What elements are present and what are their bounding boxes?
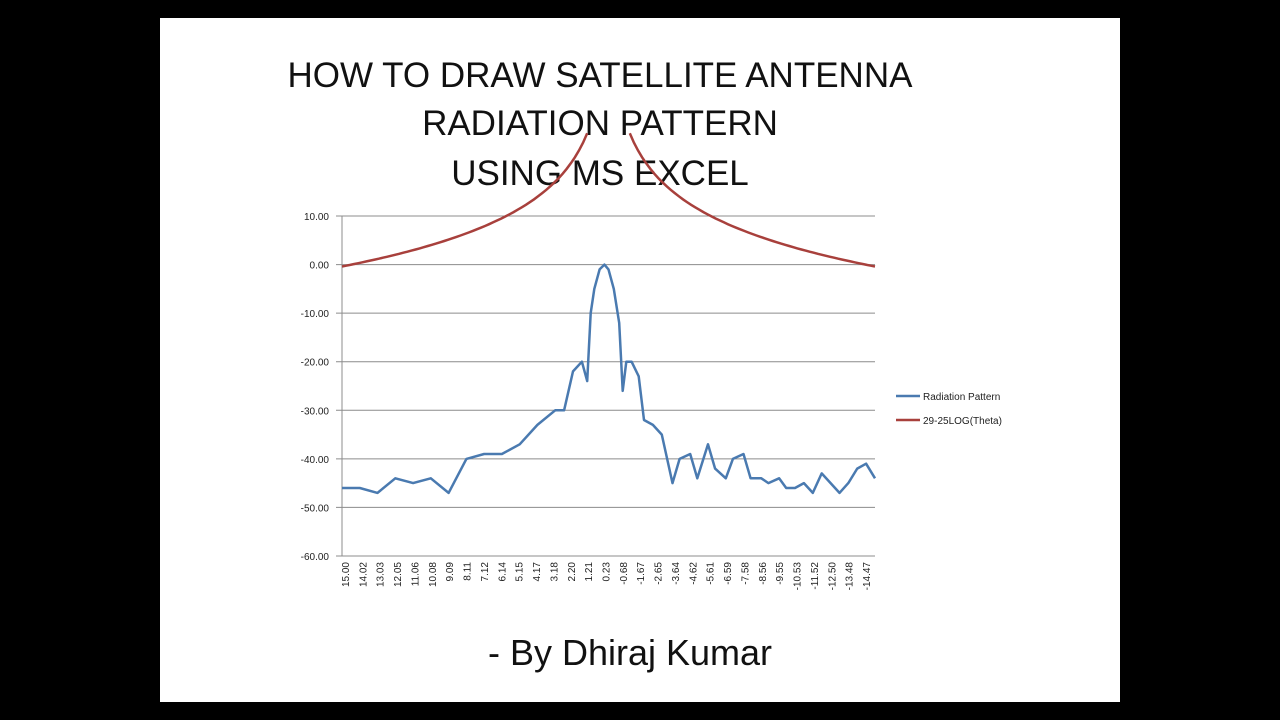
x-tick-label: 13.03: [376, 562, 387, 587]
x-tick-label: 2.20: [567, 562, 578, 582]
x-tick-label: -8.56: [758, 562, 769, 585]
x-tick-label: -14.47: [862, 562, 873, 591]
y-axis-ticks: 10.00 0.00 -10.00 -20.00 -30.00 -40.00 -50.00 -…: [301, 212, 330, 563]
series-radiation-pattern-line: [342, 263, 877, 495]
x-tick-label: -3.64: [671, 562, 682, 585]
title-line-3: USING MS EXCEL: [451, 154, 749, 193]
x-tick-label: 4.17: [532, 562, 543, 582]
x-tick-label: 15.00: [341, 562, 352, 587]
x-tick-label: -2.65: [654, 562, 665, 585]
x-tick-label: -10.53: [793, 562, 804, 591]
x-tick-label: 0.23: [602, 562, 613, 582]
x-tick-label: 6.14: [497, 562, 508, 582]
x-tick-label: 11.06: [410, 562, 421, 587]
y-tick-label: 0.00: [310, 261, 330, 272]
x-tick-label: 5.15: [515, 562, 526, 582]
x-tick-label: -4.62: [688, 562, 699, 585]
slide: HOW TO DRAW SATELLITE ANTENNA RADIATION …: [160, 18, 1120, 702]
x-tick-label: -6.59: [723, 562, 734, 585]
title-line-1: HOW TO DRAW SATELLITE ANTENNA: [287, 56, 913, 95]
x-tick-label: 8.11: [463, 562, 474, 581]
series-theta-line-right: [628, 132, 876, 268]
x-tick-label: -13.48: [845, 562, 856, 591]
y-tick-label: -10.00: [301, 309, 330, 320]
x-tick-label: -7.58: [740, 562, 751, 585]
x-tick-label: 3.18: [549, 562, 560, 582]
x-tick-label: 14.02: [358, 562, 369, 587]
y-tick-label: -50.00: [301, 503, 330, 514]
legend-label: 29-25LOG(Theta): [923, 416, 1002, 427]
series-theta-line-left: [341, 132, 589, 268]
x-tick-label: -11.52: [810, 562, 821, 590]
x-tick-label: -0.68: [619, 562, 630, 585]
title-line-2: RADIATION PATTERN: [422, 104, 778, 143]
legend-label: Radiation Pattern: [923, 392, 1000, 403]
y-tick-label: -60.00: [301, 552, 330, 563]
y-tick-label: -40.00: [301, 455, 330, 466]
chart-legend: Radiation Pattern 29-25LOG(Theta): [896, 392, 1002, 427]
author-byline: - By Dhiraj Kumar: [487, 632, 773, 673]
x-tick-label: 12.05: [393, 562, 404, 587]
gridlines: [336, 215, 875, 557]
x-tick-label: 7.12: [480, 562, 491, 582]
x-tick-label: 10.08: [428, 562, 439, 587]
x-tick-label: -9.55: [775, 562, 786, 585]
x-tick-label: -5.61: [706, 562, 717, 585]
y-tick-label: 10.00: [304, 212, 329, 223]
series-lines: [341, 132, 877, 495]
x-tick-label: 9.09: [445, 562, 456, 582]
x-tick-label: -1.67: [636, 562, 647, 585]
y-tick-label: -20.00: [301, 358, 330, 369]
radiation-pattern-chart: 10.00 0.00 -10.00 -20.00 -30.00 -40.00 -50.00 -…: [301, 132, 1002, 591]
x-tick-label: 1.21: [584, 562, 595, 582]
x-tick-label: -12.50: [827, 562, 838, 591]
x-axis-ticks: 15.00 14.02 13.03 12.05 11.06 10.08 9.09 8.11 7.…: [341, 562, 873, 591]
y-tick-label: -30.00: [301, 406, 330, 417]
